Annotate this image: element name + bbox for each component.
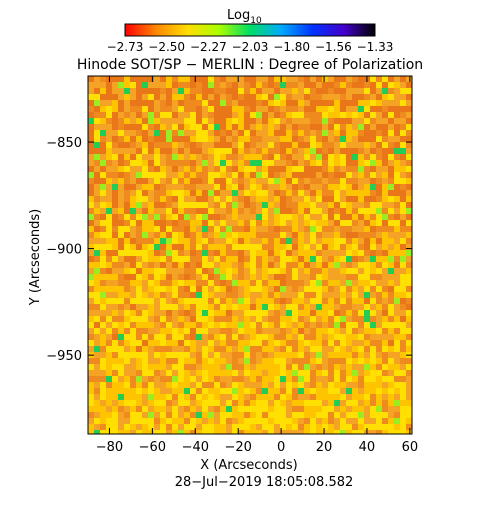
colorbar-tick-label: −2.03 xyxy=(232,40,269,54)
x-axis: −80 −60 −40 −20 0 20 40 60 xyxy=(96,76,418,455)
plot-area xyxy=(87,75,413,435)
colorbar-tick-label: −2.73 xyxy=(107,40,144,54)
x-tick-label: −20 xyxy=(224,440,251,455)
x-tick-label: −60 xyxy=(139,440,166,455)
colorbar-tick-label: −1.56 xyxy=(315,40,352,54)
x-tick-label: 40 xyxy=(359,440,376,455)
colorbar-tick-label: −2.27 xyxy=(190,40,227,54)
x-tick-label: 60 xyxy=(402,440,419,455)
colorbar-label-base: Log xyxy=(227,8,250,23)
colorbar-tick-labels: −2.73 −2.50 −2.27 −2.03 −1.80 −1.56 −1.33 xyxy=(107,40,394,54)
y-tick-label: −850 xyxy=(46,136,82,151)
y-axis: −850 −900 −950 xyxy=(46,136,412,364)
colorbar-label-subscript: 10 xyxy=(250,16,262,26)
y-tick-label: −950 xyxy=(46,349,82,364)
y-axis-label: Y (Arcseconds) xyxy=(28,209,43,306)
colorbar-gradient xyxy=(124,23,376,37)
colorbar-tick-label: −1.80 xyxy=(273,40,310,54)
x-tick-label: −40 xyxy=(182,440,209,455)
colorbar-tick-label: −2.50 xyxy=(148,40,185,54)
x-tick-label: 20 xyxy=(316,440,333,455)
colorbar-label: Log10 xyxy=(227,8,262,26)
heatmap-cells xyxy=(88,76,412,434)
x-axis-label: X (Arcseconds) xyxy=(200,458,297,473)
colorbar: Log10 −2.73 −2.50 −2.27 −2.03 −1.80 −1.56 −1.3… xyxy=(107,8,394,54)
x-tick-label: 0 xyxy=(277,440,285,455)
y-tick-label: −900 xyxy=(46,243,82,258)
chart-title: Hinode SOT/SP − MERLIN : Degree of Polar… xyxy=(77,57,423,73)
x-tick-label: −80 xyxy=(96,440,123,455)
plot-frame xyxy=(87,75,413,435)
timestamp: 28−Jul−2019 18:05:08.582 xyxy=(175,475,354,490)
colorbar-tick-label: −1.33 xyxy=(357,40,394,54)
